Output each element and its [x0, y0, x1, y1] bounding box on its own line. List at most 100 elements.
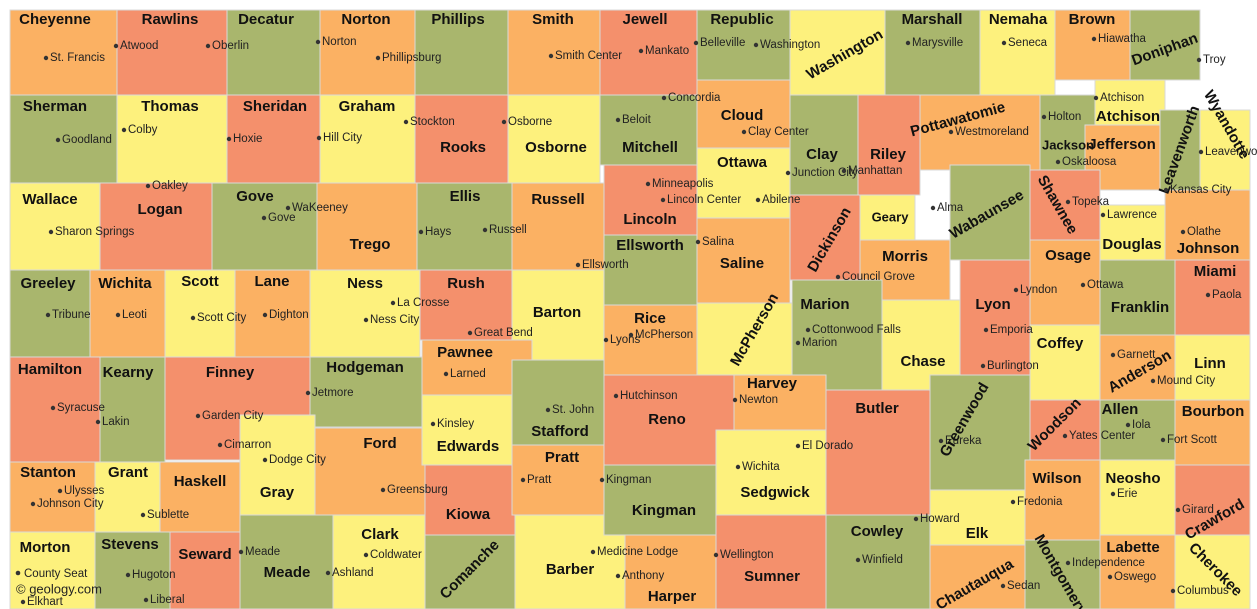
seat-dot [218, 443, 222, 447]
seat-name: Alma [937, 202, 964, 214]
county-name: Pratt [545, 449, 579, 466]
seat-dot [646, 182, 650, 186]
seat-name: Hill City [323, 132, 362, 144]
seat-name: Phillipsburg [382, 52, 441, 64]
county-name: Chase [900, 353, 945, 370]
county [716, 515, 826, 609]
seat-dot [1001, 584, 1005, 588]
county-name: Rawlins [142, 11, 199, 28]
legend-dot [16, 571, 21, 576]
seat-name: Jetmore [312, 387, 354, 399]
seat-name: Westmoreland [955, 126, 1029, 138]
county-name: Brown [1069, 11, 1116, 28]
seat-name: El Dorado [802, 440, 853, 452]
seat-name: Meade [245, 546, 280, 558]
seat-dot [51, 406, 55, 410]
seat-name: Marion [802, 337, 837, 349]
seat-dot [391, 301, 395, 305]
seat-name: Great Bend [474, 327, 533, 339]
county-name: Gray [260, 484, 295, 501]
county-name: Kearny [103, 364, 155, 381]
county-name: Ness [347, 275, 383, 292]
seat-name: Council Grove [842, 271, 915, 283]
county-name: Jefferson [1088, 136, 1156, 153]
seat-name: Topeka [1072, 196, 1110, 208]
seat-dot [984, 328, 988, 332]
seat-dot [1042, 115, 1046, 119]
seat-dot [1081, 283, 1085, 287]
seat-dot [714, 553, 718, 557]
seat-dot [661, 198, 665, 202]
county-name: Butler [855, 400, 899, 417]
seat-name: Fort Scott [1167, 434, 1218, 446]
county-name: Riley [870, 146, 907, 163]
seat-dot [614, 394, 618, 398]
seat-dot [404, 120, 408, 124]
seat-dot [144, 598, 148, 602]
seat-dot [46, 313, 50, 317]
seat-name: Hutchinson [620, 390, 678, 402]
seat-name: Oskaloosa [1062, 156, 1117, 168]
seat-dot [286, 206, 290, 210]
seat-dot [191, 316, 195, 320]
seat-name: Ashland [332, 567, 374, 579]
seat-name: Independence [1072, 557, 1145, 569]
seat-name: Medicine Lodge [597, 546, 678, 558]
seat-name: Hiawatha [1098, 33, 1147, 45]
seat-dot [1171, 589, 1175, 593]
county-name: Ottawa [717, 154, 768, 171]
county-name: Sheridan [243, 98, 307, 115]
seat-name: Anthony [622, 570, 664, 582]
county-name: Lyon [975, 296, 1010, 313]
county-name: Stafford [531, 423, 589, 440]
seat-dot [696, 240, 700, 244]
county-name: Ellis [450, 188, 481, 205]
county-name: Barton [533, 304, 581, 321]
seat-name: Newton [739, 394, 778, 406]
seat-name: Wellington [720, 549, 774, 561]
seat-dot [736, 465, 740, 469]
county-name: Thomas [141, 98, 199, 115]
county-name: Republic [710, 11, 773, 28]
seat-name: Atwood [120, 40, 158, 52]
seat-name: Concordia [668, 92, 721, 104]
county-name: Stevens [101, 536, 159, 553]
seat-dot [96, 420, 100, 424]
seat-dot [468, 331, 472, 335]
seat-name: Garden City [202, 410, 264, 422]
seat-name: Mankato [645, 45, 689, 57]
seat-name: Sedan [1007, 580, 1040, 592]
seat-name: Colby [128, 124, 158, 136]
county-name: Jewell [622, 11, 667, 28]
seat-dot [1108, 575, 1112, 579]
seat-dot [196, 414, 200, 418]
county-name: Harper [648, 588, 697, 605]
seat-dot [733, 398, 737, 402]
county-name: Marion [800, 296, 849, 313]
seat-dot [56, 138, 60, 142]
seat-name: Hoxie [233, 133, 262, 145]
county-name: Phillips [431, 11, 484, 28]
seat-dot [419, 230, 423, 234]
county-name: Sedgwick [740, 484, 810, 501]
seat-name: Cimarron [224, 439, 271, 451]
seat-dot [1111, 492, 1115, 496]
seat-dot [444, 372, 448, 376]
seat-name: Russell [489, 224, 527, 236]
seat-dot [1014, 288, 1018, 292]
seat-name: Stockton [410, 116, 455, 128]
seat-dot [604, 338, 608, 342]
seat-name: Beloit [622, 114, 652, 126]
county-name: Gove [236, 188, 274, 205]
county-name: Lane [254, 273, 289, 290]
county-name: Atchison [1096, 108, 1160, 125]
seat-dot [1002, 41, 1006, 45]
county-name: Logan [138, 201, 183, 218]
seat-dot [58, 489, 62, 493]
seat-dot [49, 230, 53, 234]
seat-name: Sharon Springs [55, 226, 135, 238]
seat-dot [806, 328, 810, 332]
seat-name: Norton [322, 36, 357, 48]
county-name: Saline [720, 255, 764, 272]
seat-dot [639, 49, 643, 53]
